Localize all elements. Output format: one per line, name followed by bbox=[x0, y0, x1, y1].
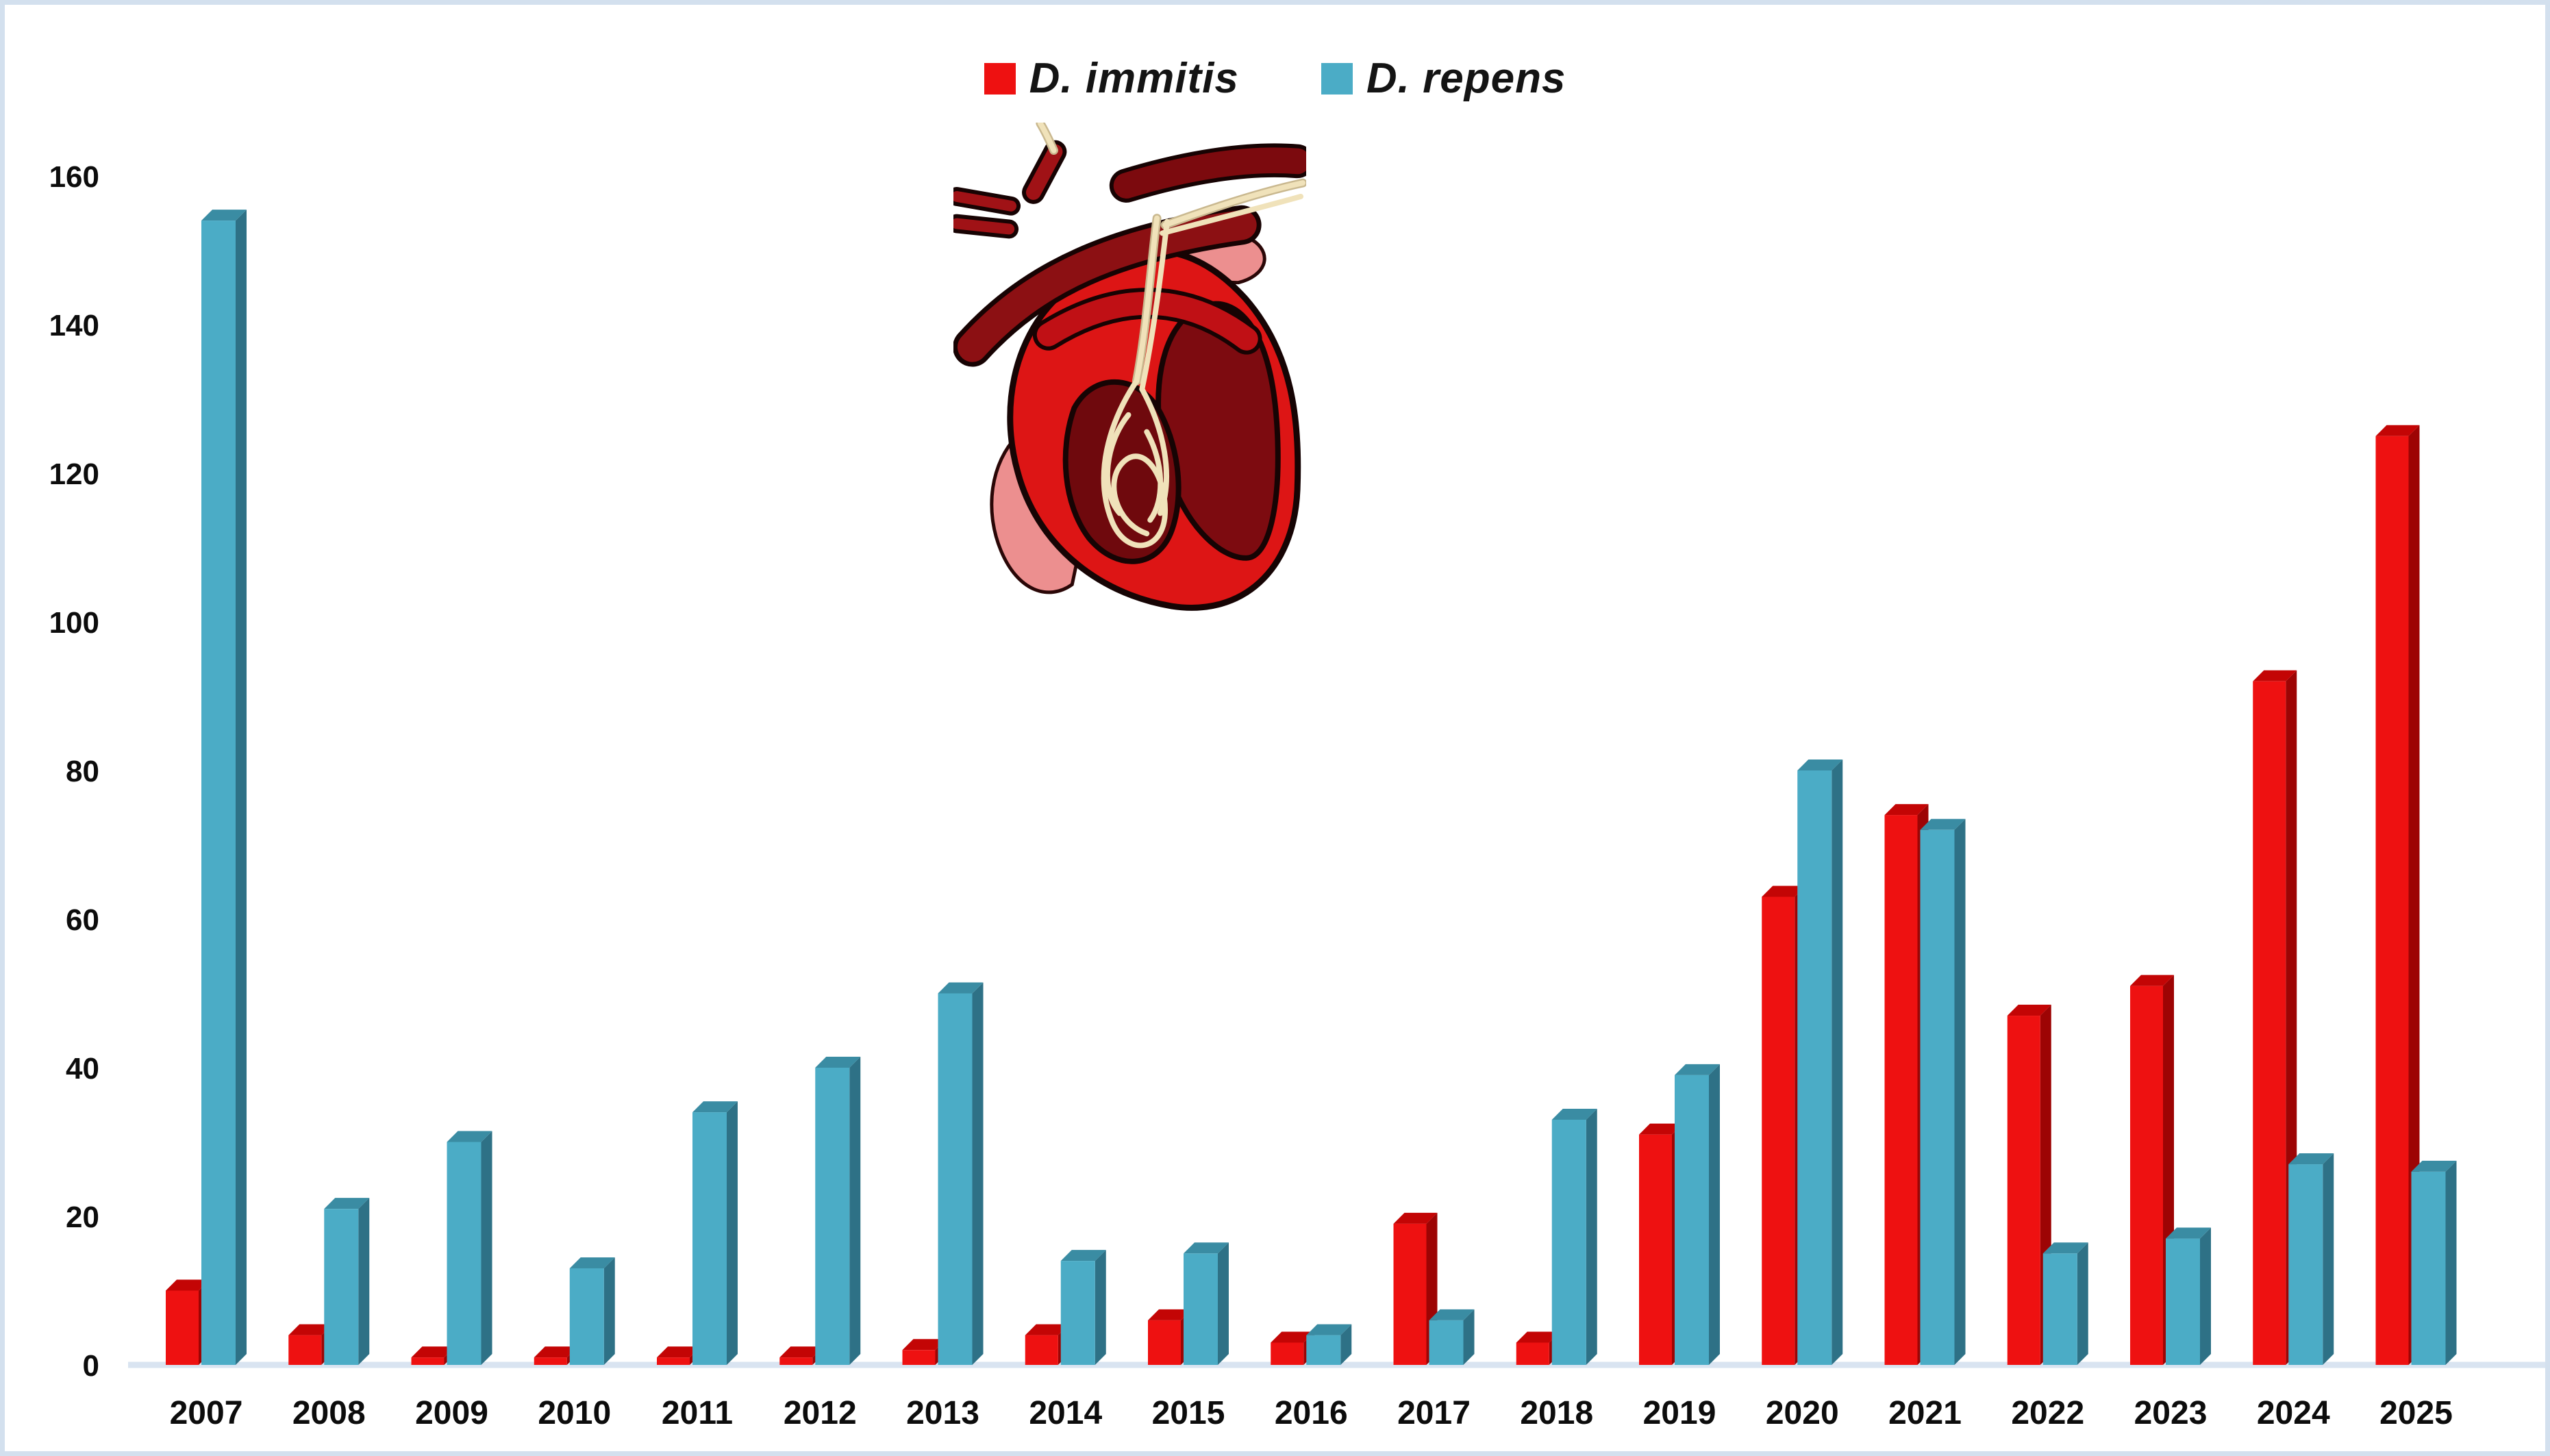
bar-repens-2023 bbox=[2166, 1227, 2211, 1365]
bar-repens-2018 bbox=[1551, 1108, 1597, 1365]
bar-chart: 0 20 40 60 80 100 120 140 160 2007 2008 2009 2010 201… bbox=[49, 160, 2545, 1431]
x-label-2018: 2018 bbox=[1520, 1395, 1593, 1431]
bar-repens-2016 bbox=[1306, 1324, 1352, 1365]
bar-repens-2020 bbox=[1797, 760, 1843, 1365]
bar-repens-2014 bbox=[1060, 1250, 1106, 1365]
bar-repens-2009 bbox=[447, 1131, 492, 1365]
bar-repens-2017 bbox=[1429, 1309, 1475, 1365]
x-label-2021: 2021 bbox=[1888, 1395, 1962, 1431]
y-tick-20: 20 bbox=[66, 1201, 99, 1234]
bar-repens-2022 bbox=[2042, 1242, 2088, 1365]
x-label-2022: 2022 bbox=[2011, 1395, 2084, 1431]
left-vessel-2 bbox=[953, 218, 1015, 235]
bar-repens-2007 bbox=[201, 210, 247, 1366]
y-tick-100: 100 bbox=[49, 606, 99, 640]
bar-repens-2011 bbox=[692, 1101, 738, 1365]
bar-repens-2012 bbox=[815, 1057, 861, 1365]
x-label-2015: 2015 bbox=[1152, 1395, 1225, 1431]
x-label-2016: 2016 bbox=[1275, 1395, 1348, 1431]
x-label-2025: 2025 bbox=[2379, 1395, 2453, 1431]
x-label-2010: 2010 bbox=[538, 1395, 611, 1431]
bar-immitis-2025 bbox=[2375, 425, 2420, 1365]
pulmonary-artery bbox=[1113, 147, 1306, 199]
y-tick-140: 140 bbox=[49, 309, 99, 342]
bar-repens-2010 bbox=[569, 1257, 615, 1365]
x-label-2023: 2023 bbox=[2134, 1395, 2208, 1431]
x-label-2009: 2009 bbox=[415, 1395, 488, 1431]
x-label-2020: 2020 bbox=[1766, 1395, 1839, 1431]
y-tick-120: 120 bbox=[49, 457, 99, 491]
x-label-2013: 2013 bbox=[906, 1395, 979, 1431]
x-label-2008: 2008 bbox=[292, 1395, 366, 1431]
bar-repens-2013 bbox=[938, 982, 984, 1365]
bar-repens-2025 bbox=[2411, 1160, 2457, 1365]
y-tick-80: 80 bbox=[66, 755, 99, 788]
y-tick-160: 160 bbox=[49, 160, 99, 194]
x-label-2017: 2017 bbox=[1397, 1395, 1471, 1431]
x-label-2007: 2007 bbox=[170, 1395, 243, 1431]
left-vessel-1 bbox=[953, 191, 1017, 212]
branch-vessel bbox=[1025, 144, 1063, 200]
bar-repens-2024 bbox=[2288, 1153, 2334, 1365]
x-label-2014: 2014 bbox=[1029, 1395, 1102, 1431]
bar-repens-2008 bbox=[324, 1198, 370, 1365]
y-tick-60: 60 bbox=[66, 903, 99, 937]
bar-repens-2015 bbox=[1184, 1242, 1229, 1365]
aorta bbox=[957, 210, 1257, 362]
worms bbox=[1036, 123, 1306, 549]
x-label-2019: 2019 bbox=[1643, 1395, 1716, 1431]
x-label-2012: 2012 bbox=[784, 1395, 857, 1431]
x-label-2024: 2024 bbox=[2257, 1395, 2330, 1431]
y-tick-0: 0 bbox=[83, 1349, 99, 1383]
y-tick-40: 40 bbox=[66, 1052, 99, 1085]
x-label-2011: 2011 bbox=[662, 1395, 733, 1431]
bar-repens-2021 bbox=[1920, 818, 1966, 1365]
bar-repens-2019 bbox=[1675, 1064, 1720, 1365]
heart-illustration bbox=[953, 123, 1306, 611]
